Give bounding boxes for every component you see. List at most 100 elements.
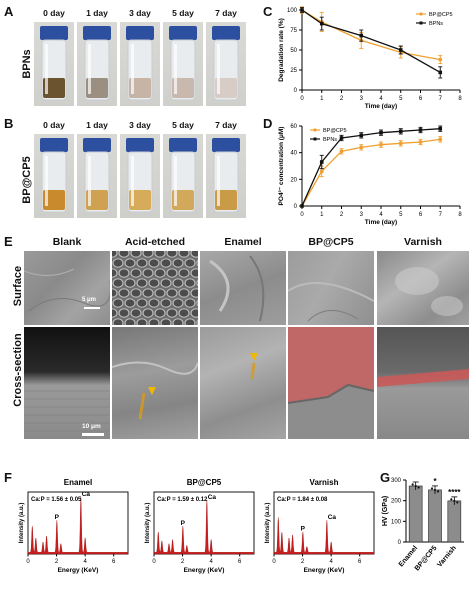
data-point [438, 137, 443, 142]
data-point [438, 70, 443, 75]
vial-photo [34, 134, 74, 218]
day-label: 0 day [43, 120, 65, 130]
data-point [438, 57, 443, 62]
x-tick-label: 3 [360, 212, 364, 218]
peak-label: Ca [208, 494, 217, 501]
bar [447, 500, 462, 543]
data-point [379, 130, 383, 135]
sem-surface-bpcp5 [288, 251, 374, 325]
row-label-cross-section: Cross-section [12, 333, 24, 407]
col-label-varnish: Varnish [404, 236, 442, 248]
data-point [398, 141, 403, 146]
significance-mark: **** [448, 488, 461, 497]
y-tick-label: 75 [290, 28, 297, 34]
y-axis-label: Intensity (a.u.) [19, 503, 25, 544]
series-line [301, 9, 441, 73]
day-label: 3 day [129, 120, 151, 130]
y-tick-label: 50 [290, 48, 297, 54]
data-point [319, 169, 324, 174]
y-axis-label: Intensity (a.u.) [265, 503, 271, 544]
x-tick-label: 2 [181, 559, 185, 565]
sem-cross-bpcp5 [288, 327, 374, 439]
data-point [300, 204, 304, 208]
day-label: 5 day [172, 8, 194, 18]
sem-surface-blank: 5 μm [24, 251, 110, 325]
y-tick-label: 200 [391, 499, 402, 505]
day-label: 0 day [43, 8, 65, 18]
col-label-blank: Blank [52, 236, 82, 248]
x-tick-label: 7 [439, 96, 443, 102]
peak-label: P [181, 520, 186, 527]
legend-label: BP@CP5 [429, 12, 453, 18]
vial-photo [163, 134, 203, 218]
y-tick-label: 20 [290, 177, 297, 183]
x-axis-label: Energy (KeV) [304, 567, 345, 574]
col-label-bpcp5: BP@CP5 [308, 236, 354, 248]
x-tick-label: 6 [358, 559, 362, 565]
degradation-chart: 0 25 50 75 100 0 1 2 3 4 5 6 7 8 Time (day) Degradation… [278, 6, 462, 110]
scale-bar [82, 433, 104, 436]
significance-mark: * [433, 477, 437, 486]
data-dot [456, 501, 459, 504]
day-label: 7 day [215, 8, 237, 18]
sem-surface-enamel [200, 251, 286, 325]
x-tick-label: 7 [439, 212, 443, 218]
y-axis-label: Intensity (a.u.) [145, 503, 151, 544]
data-point [319, 21, 324, 26]
x-tick-label: 0 [300, 212, 304, 218]
peak-label: Ca [82, 491, 91, 498]
y-axis-label: PO4³⁻ concentration (μM) [278, 127, 285, 206]
bar [428, 489, 442, 543]
data-point [359, 33, 364, 38]
x-tick-label: 5 [399, 96, 403, 102]
data-dot [417, 486, 420, 489]
day-label: 1 day [86, 120, 108, 130]
x-tick-label: 3 [360, 96, 364, 102]
panel-letter-b: B [4, 116, 14, 131]
vial-photo [120, 22, 160, 106]
x-tick-label: 8 [458, 96, 462, 102]
sem-cross-blank: 10 μm [24, 327, 110, 439]
x-tick-label: 5 [399, 212, 403, 218]
y-tick-label: 300 [391, 478, 402, 484]
vial-photo [120, 134, 160, 218]
spectrum-peaks [27, 497, 129, 555]
eds-spectra: Enamel P Ca Ca:P = 1.56 ± 0.05 0 2 4 6 Energy (K… [0, 476, 380, 592]
x-axis-label: Energy (KeV) [184, 567, 225, 574]
data-dot [411, 483, 414, 486]
data-point [339, 136, 344, 140]
panel-letter-a: A [4, 4, 14, 19]
panel-letter-g: G [380, 470, 391, 485]
x-tick-label: 4 [379, 96, 383, 102]
series-line [301, 128, 441, 207]
data-dot [430, 487, 434, 490]
panel-letter-f: F [4, 470, 12, 485]
peak-label: P [301, 526, 306, 533]
y-tick-label: 25 [290, 68, 297, 74]
x-tick-label: 1 [320, 212, 324, 218]
y-tick-label: 60 [290, 124, 297, 130]
sem-surface-acid-etched [112, 251, 198, 325]
vial-photo [206, 22, 246, 106]
vial-photo [77, 22, 117, 106]
ca-p-ratio: Ca:P = 1.59 ± 0.12 [157, 497, 208, 503]
data-point [438, 126, 443, 131]
scale-bar [84, 307, 100, 309]
vial-photo [77, 134, 117, 218]
vials-b: 0 day 1 day 3 day 5 day 7 day [28, 116, 258, 220]
y-tick-label: 100 [391, 519, 402, 525]
arrow-marker [250, 353, 258, 361]
x-tick-label: 6 [419, 96, 423, 102]
data-dot [436, 490, 440, 493]
vial-photo [34, 22, 74, 106]
sem-cross-acid-etched [112, 327, 198, 439]
x-axis-label: Time (day) [365, 219, 397, 226]
data-point [398, 129, 403, 134]
x-tick-label: 6 [419, 212, 423, 218]
day-label: 1 day [86, 8, 108, 18]
panel-letter-e: E [4, 234, 13, 249]
ca-p-ratio: Ca:P = 1.84 ± 0.08 [277, 497, 328, 503]
